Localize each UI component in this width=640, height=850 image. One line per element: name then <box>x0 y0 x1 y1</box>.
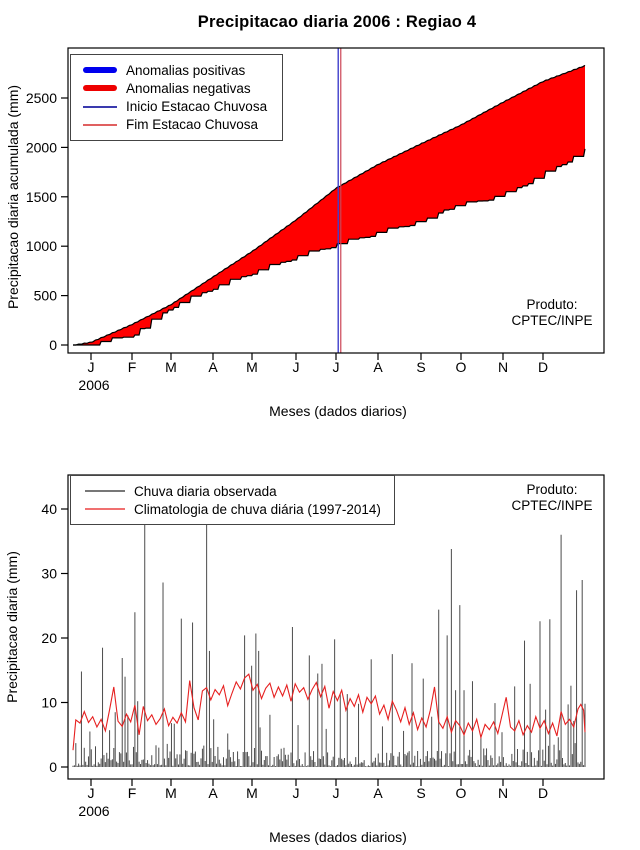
negative-anomaly-area <box>73 65 585 346</box>
legend-label: Chuva diaria observada <box>134 483 277 499</box>
red-thin-line-icon <box>83 123 117 126</box>
x-tick-label: J <box>293 785 300 801</box>
top-x-axis-label: Meses (dados diarios) <box>269 403 407 419</box>
top-y-axis-label: Precipitacao diaria acumulada (mm) <box>5 84 21 310</box>
x-tick-label: J <box>293 359 300 375</box>
legend-item-fim-estacao: Fim Estacao Chuvosa <box>83 116 282 134</box>
chart-title: Precipitacao diaria 2006 : Regiao 4 <box>197 13 477 31</box>
daily-climatology-line <box>72 673 586 751</box>
red-thin-line-icon <box>85 508 125 510</box>
y-tick-label: 40 <box>41 501 57 517</box>
x-tick-label: D <box>538 785 548 801</box>
legend-label: Inicio Estacao Chuvosa <box>126 99 268 115</box>
x-tick-label: N <box>498 785 508 801</box>
produto-line2: CPTEC/INPE <box>511 313 593 328</box>
y-tick-label: 1000 <box>26 238 57 254</box>
x-tick-label: J <box>333 359 340 375</box>
x-tick-label: J <box>88 785 95 801</box>
y-tick-label: 2000 <box>26 139 57 155</box>
x-tick-label: M <box>246 785 258 801</box>
legend-item-inicio-estacao: Inicio Estacao Chuvosa <box>83 98 282 116</box>
top-legend: Anomalias positivas Anomalias negativas … <box>70 54 283 141</box>
x-tick-label: S <box>416 359 425 375</box>
legend-item-climatologia: Climatologia de chuva diária (1997-2014) <box>85 500 394 518</box>
bottom-legend: Chuva diaria observada Climatologia de c… <box>70 475 395 525</box>
y-tick-label: 0 <box>49 759 57 775</box>
blue-thin-line-icon <box>83 105 117 108</box>
legend-item-anomalias-positivas: Anomalias positivas <box>83 61 282 79</box>
x-tick-label: N <box>498 359 508 375</box>
top-produto-annotation: Produto: CPTEC/INPE <box>472 297 632 329</box>
y-tick-label: 0 <box>49 337 57 353</box>
x-tick-label: A <box>373 785 383 801</box>
x-tick-label: O <box>456 785 467 801</box>
observed-daily-bars <box>72 483 586 767</box>
legend-item-chuva-observada: Chuva diaria observada <box>85 482 394 500</box>
x-tick-label: D <box>538 359 548 375</box>
red-thick-line-icon <box>83 85 117 92</box>
x-tick-label: F <box>128 359 137 375</box>
produto-line1: Produto: <box>526 297 578 312</box>
blue-thick-line-icon <box>83 67 117 74</box>
x-tick-label: M <box>246 359 258 375</box>
accumulated-climatology-line <box>73 64 586 346</box>
legend-item-anomalias-negativas: Anomalias negativas <box>83 79 282 97</box>
y-tick-label: 2500 <box>26 90 57 106</box>
x-tick-label: F <box>128 785 137 801</box>
x-tick-label: O <box>456 359 467 375</box>
accumulated-observed-line <box>73 148 586 346</box>
bottom-chart: 0 10 20 30 40 J F M A M J J A S O N D <box>41 474 605 801</box>
x-tick-label: S <box>416 785 425 801</box>
x-tick-label: A <box>208 359 218 375</box>
legend-label: Anomalias negativas <box>126 80 251 96</box>
x-tick-label: A <box>208 785 218 801</box>
produto-line1: Produto: <box>526 482 578 497</box>
y-tick-label: 10 <box>41 695 57 711</box>
y-tick-label: 500 <box>34 288 58 304</box>
bottom-produto-annotation: Produto: CPTEC/INPE <box>472 482 632 514</box>
legend-label: Fim Estacao Chuvosa <box>126 117 259 133</box>
top-chart: 0 500 1000 1500 2000 2500 J F M A M J J A S O N D <box>26 47 605 375</box>
bottom-y-axis-label: Precipitacao diaria (mm) <box>4 551 20 703</box>
x-tick-label: M <box>165 359 177 375</box>
y-tick-label: 30 <box>41 566 57 582</box>
top-year-label: 2006 <box>78 377 110 393</box>
y-tick-label: 1500 <box>26 189 57 205</box>
bottom-x-axis-label: Meses (dados diarios) <box>269 829 407 845</box>
x-tick-label: J <box>333 785 340 801</box>
produto-line2: CPTEC/INPE <box>511 498 593 513</box>
x-tick-label: M <box>165 785 177 801</box>
x-tick-label: A <box>373 359 383 375</box>
bottom-year-label: 2006 <box>78 803 110 819</box>
y-tick-label: 20 <box>41 630 57 646</box>
gray-thin-line-icon <box>85 490 125 492</box>
legend-label: Anomalias positivas <box>126 62 246 78</box>
x-tick-label: J <box>88 359 95 375</box>
legend-label: Climatologia de chuva diária (1997-2014) <box>134 501 381 517</box>
